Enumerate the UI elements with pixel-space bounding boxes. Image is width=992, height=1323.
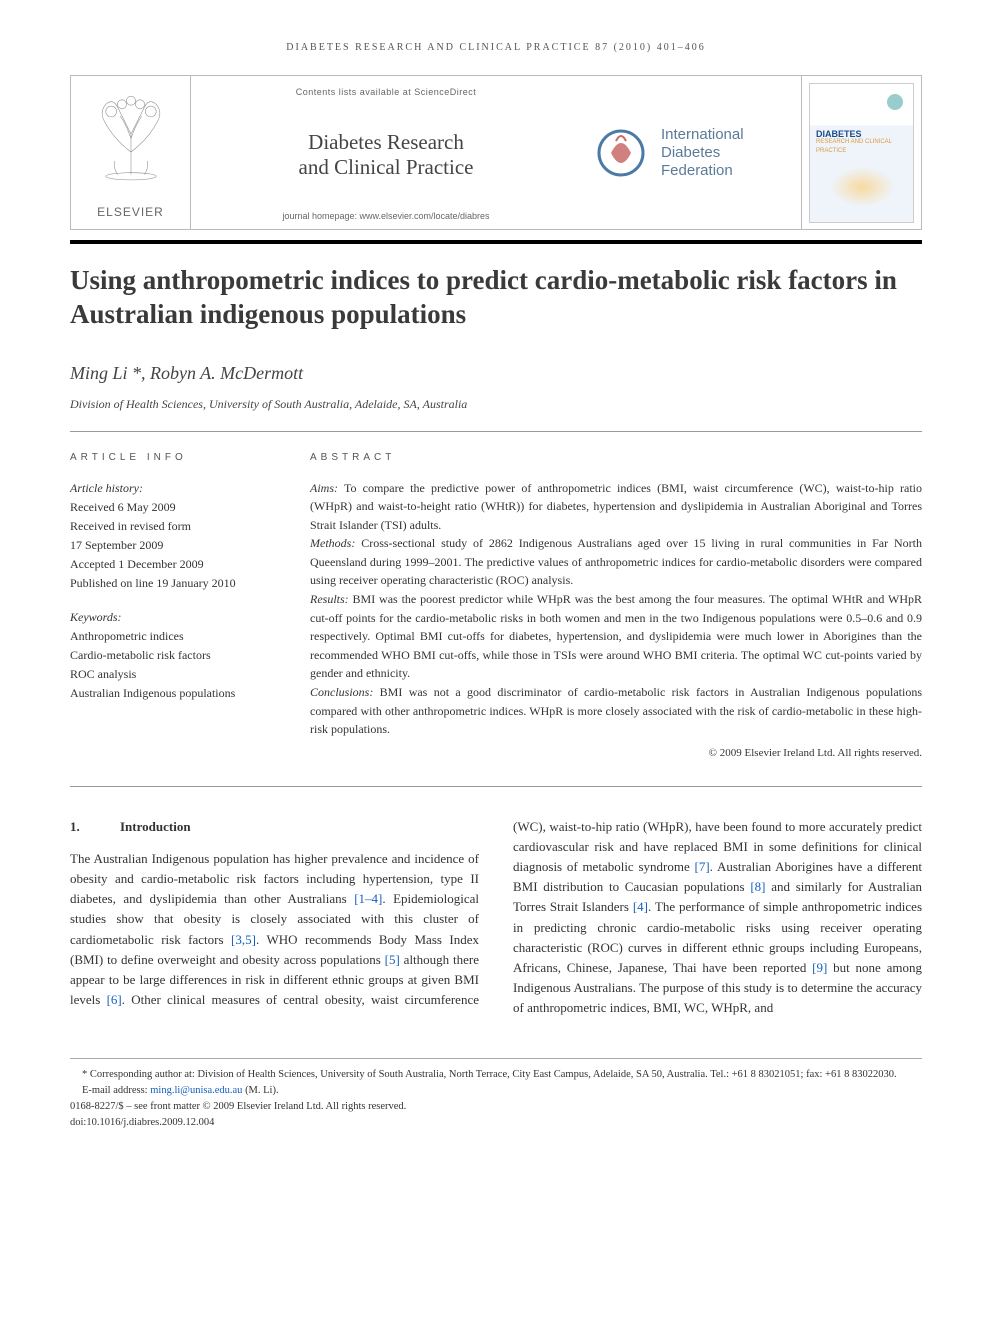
ref-8[interactable]: [8]: [750, 879, 765, 894]
divider-thick: [70, 240, 922, 244]
federation-name: International Diabetes Federation: [661, 126, 744, 180]
methods-text: Cross-sectional study of 2862 Indigenous…: [310, 536, 922, 587]
section-title: Introduction: [120, 819, 191, 834]
corresponding-author: * Corresponding author at: Division of H…: [70, 1067, 922, 1083]
keywords-block: Keywords: Anthropometric indices Cardio-…: [70, 608, 270, 702]
conclusions-text: BMI was not a good discriminator of card…: [310, 685, 922, 736]
ref-5[interactable]: [5]: [385, 952, 400, 967]
footnotes: * Corresponding author at: Division of H…: [70, 1058, 922, 1130]
keyword-1: Anthropometric indices: [70, 627, 270, 645]
methods-lead: Methods:: [310, 536, 355, 550]
article-info-label: ARTICLE INFO: [70, 450, 270, 465]
article-info-column: ARTICLE INFO Article history: Received 6…: [70, 450, 270, 762]
abstract-column: ABSTRACT Aims: To compare the predictive…: [310, 450, 922, 762]
ref-3-5[interactable]: [3,5]: [231, 932, 256, 947]
cover-subtitle: RESEARCH AND CLINICAL PRACTICE: [816, 138, 913, 156]
running-header: DIABETES RESEARCH AND CLINICAL PRACTICE …: [70, 40, 922, 55]
contents-line: Contents lists available at ScienceDirec…: [296, 86, 477, 100]
doi-line: doi:10.1016/j.diabres.2009.12.004: [70, 1115, 922, 1131]
article-history: Article history: Received 6 May 2009 Rec…: [70, 479, 270, 592]
section-heading: 1.Introduction: [70, 817, 479, 837]
idf-logo-icon: [591, 123, 651, 183]
conclusions-lead: Conclusions:: [310, 685, 373, 699]
published-date: Published on line 19 January 2010: [70, 574, 270, 592]
federation-line1: International: [661, 126, 744, 144]
ref-1-4[interactable]: [1–4]: [354, 891, 382, 906]
journal-info: Contents lists available at ScienceDirec…: [191, 76, 581, 229]
results-lead: Results:: [310, 592, 349, 606]
aims-lead: Aims:: [310, 481, 338, 495]
ref-6[interactable]: [6]: [107, 992, 122, 1007]
divider-thin-lower: [70, 786, 922, 787]
affiliation: Division of Health Sciences, University …: [70, 395, 922, 413]
article-title: Using anthropometric indices to predict …: [70, 264, 922, 332]
revised-line2: 17 September 2009: [70, 536, 270, 554]
ref-9[interactable]: [9]: [812, 960, 827, 975]
keyword-4: Australian Indigenous populations: [70, 684, 270, 702]
keyword-3: ROC analysis: [70, 665, 270, 683]
history-label: Article history:: [70, 479, 270, 497]
journal-name: Diabetes Research and Clinical Practice: [299, 130, 474, 178]
ref-7[interactable]: [7]: [694, 859, 709, 874]
federation-line2: Diabetes: [661, 144, 744, 162]
abstract-copyright: © 2009 Elsevier Ireland Ltd. All rights …: [310, 745, 922, 762]
publisher-name: ELSEVIER: [97, 203, 164, 221]
federation-line3: Federation: [661, 162, 744, 180]
email-suffix: (M. Li).: [242, 1085, 278, 1096]
accepted-date: Accepted 1 December 2009: [70, 555, 270, 573]
authors: Ming Li *, Robyn A. McDermott: [70, 360, 922, 387]
abstract-label: ABSTRACT: [310, 450, 922, 465]
journal-homepage: journal homepage: www.elsevier.com/locat…: [282, 210, 489, 224]
results-text: BMI was the poorest predictor while WHpR…: [310, 592, 922, 680]
keyword-2: Cardio-metabolic risk factors: [70, 646, 270, 664]
issn-line: 0168-8227/$ – see front matter © 2009 El…: [70, 1099, 922, 1115]
authors-text: Ming Li *, Robyn A. McDermott: [70, 363, 303, 383]
email-label: E-mail address:: [82, 1085, 150, 1096]
journal-banner: ELSEVIER Contents lists available at Sci…: [70, 75, 922, 230]
received-date: Received 6 May 2009: [70, 498, 270, 516]
journal-name-line1: Diabetes Research: [299, 130, 474, 154]
journal-cover-thumbnail: DIABETES RESEARCH AND CLINICAL PRACTICE: [809, 83, 914, 223]
cover-thumbnail-block: DIABETES RESEARCH AND CLINICAL PRACTICE: [801, 76, 921, 229]
revised-line1: Received in revised form: [70, 517, 270, 535]
email-link[interactable]: ming.li@unisa.edu.au: [150, 1085, 242, 1096]
ref-4[interactable]: [4]: [633, 899, 648, 914]
intro-paragraph: The Australian Indigenous population has…: [70, 817, 922, 1018]
divider-thin: [70, 431, 922, 432]
journal-name-line2: and Clinical Practice: [299, 155, 474, 179]
email-line: E-mail address: ming.li@unisa.edu.au (M.…: [70, 1083, 922, 1099]
publisher-block: ELSEVIER: [71, 76, 191, 229]
body-text: 1.Introduction The Australian Indigenous…: [70, 817, 922, 1018]
section-number: 1.: [70, 817, 120, 837]
keywords-label: Keywords:: [70, 608, 270, 626]
federation-block: International Diabetes Federation: [581, 76, 801, 229]
elsevier-tree-icon: [86, 84, 176, 184]
abstract-body: Aims: To compare the predictive power of…: [310, 479, 922, 762]
aims-text: To compare the predictive power of anthr…: [310, 481, 922, 532]
